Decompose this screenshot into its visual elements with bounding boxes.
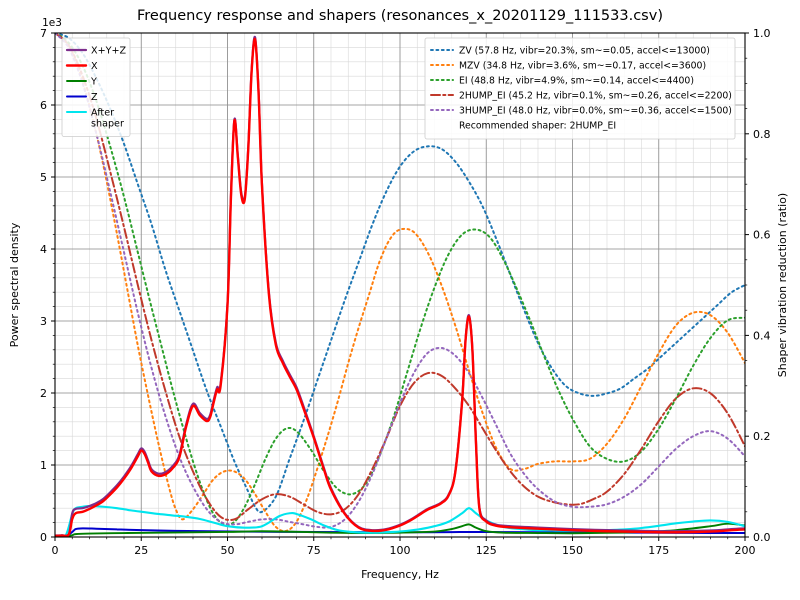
shaper-curve-3hump_ei <box>55 33 745 529</box>
legend-label-continued: shaper <box>91 118 124 129</box>
legend-item-shaper-zv[interactable]: ZV (57.8 Hz, vibr=20.3%, sm~=0.05, accel… <box>430 45 710 56</box>
y-right-tick-label: 0.6 <box>753 229 771 242</box>
y-right-tick-label: 0.0 <box>753 531 771 544</box>
y-right-tick-label: 1.0 <box>753 27 771 40</box>
legend-label: MZV (34.8 Hz, vibr=3.6%, sm~=0.17, accel… <box>459 60 706 71</box>
x-tick-label: 50 <box>221 544 235 557</box>
shaper-curve-ei <box>55 33 745 526</box>
legend-label: Z <box>91 92 98 103</box>
x-tick-label: 125 <box>476 544 497 557</box>
shaper-curve-mzv <box>55 33 745 533</box>
x-tick-label: 0 <box>52 544 59 557</box>
shaper-curve-zv <box>55 33 745 514</box>
x-tick-label: 150 <box>562 544 583 557</box>
x-tick-label: 100 <box>390 544 411 557</box>
legend-label: Y <box>90 76 97 87</box>
legend-label: After <box>91 107 114 118</box>
legend-label: EI (48.8 Hz, vibr=4.9%, sm~=0.14, accel<… <box>459 75 694 86</box>
y-tick-label: 4 <box>40 243 47 256</box>
legend-label: 2HUMP_EI (45.2 Hz, vibr=0.1%, sm~=0.26, … <box>459 90 732 101</box>
legend-item-shaper-ei[interactable]: EI (48.8 Hz, vibr=4.9%, sm~=0.14, accel<… <box>430 75 694 86</box>
legend-item-shaper-2hump_ei[interactable]: 2HUMP_EI (45.2 Hz, vibr=0.1%, sm~=0.26, … <box>430 90 732 101</box>
y-tick-label: 1 <box>40 459 47 472</box>
y-axis-label: Power spectral density <box>8 222 21 347</box>
legend-item-y[interactable]: Y <box>66 76 97 87</box>
legend-item-shaper-mzv[interactable]: MZV (34.8 Hz, vibr=3.6%, sm~=0.17, accel… <box>430 60 706 71</box>
shaper-curve-2hump_ei <box>55 33 745 522</box>
y-tick-label: 3 <box>40 315 47 328</box>
x-tick-label: 175 <box>648 544 669 557</box>
data-curves <box>55 33 745 537</box>
x-tick-label: 200 <box>735 544 756 557</box>
y-right-tick-label: 0.8 <box>753 128 771 141</box>
legend-label: X <box>91 61 98 72</box>
page-title: Frequency response and shapers (resonanc… <box>137 8 663 24</box>
x-axis-label: Frequency, Hz <box>361 568 439 581</box>
y-tick-label: 5 <box>40 171 47 184</box>
shaper-legend[interactable]: ZV (57.8 Hz, vibr=20.3%, sm~=0.05, accel… <box>424 37 736 140</box>
y-axis-right-label: Shaper vibration reduction (ratio) <box>776 193 789 377</box>
recommended-shaper-note: Recommended shaper: 2HUMP_EI <box>459 120 616 131</box>
x-tick-label: 25 <box>134 544 148 557</box>
shaper-legend-box <box>424 37 736 140</box>
y-tick-label: 6 <box>40 99 47 112</box>
legend-item-shaper-3hump_ei[interactable]: 3HUMP_EI (48.0 Hz, vibr=0.0%, sm~=0.36, … <box>430 105 732 116</box>
y-right-tick-label: 0.4 <box>753 329 771 342</box>
legend-item-x[interactable]: X <box>65 61 98 72</box>
legend-label: X+Y+Z <box>91 45 127 56</box>
y-right-tick-label: 0.2 <box>753 430 771 443</box>
legend-label: 3HUMP_EI (48.0 Hz, vibr=0.0%, sm~=0.36, … <box>459 105 732 116</box>
y-tick-label: 0 <box>40 531 47 544</box>
legend-label: ZV (57.8 Hz, vibr=20.3%, sm~=0.05, accel… <box>459 45 710 56</box>
x-tick-label: 75 <box>307 544 321 557</box>
axis-ticks: 0 25 50 75 100 125 150 175 200 0 1 2 3 4 5 6 7 0.0 0.2 0.4 0… <box>40 27 771 557</box>
legend-item-x-y-z[interactable]: X+Y+Z <box>65 45 127 56</box>
y-tick-label: 7 <box>40 27 47 40</box>
y-axis-offset-label: 1e3 <box>42 17 62 29</box>
y-tick-label: 2 <box>40 387 47 400</box>
psd-curve-x <box>55 37 745 537</box>
legend-item-z[interactable]: Z <box>66 92 98 103</box>
